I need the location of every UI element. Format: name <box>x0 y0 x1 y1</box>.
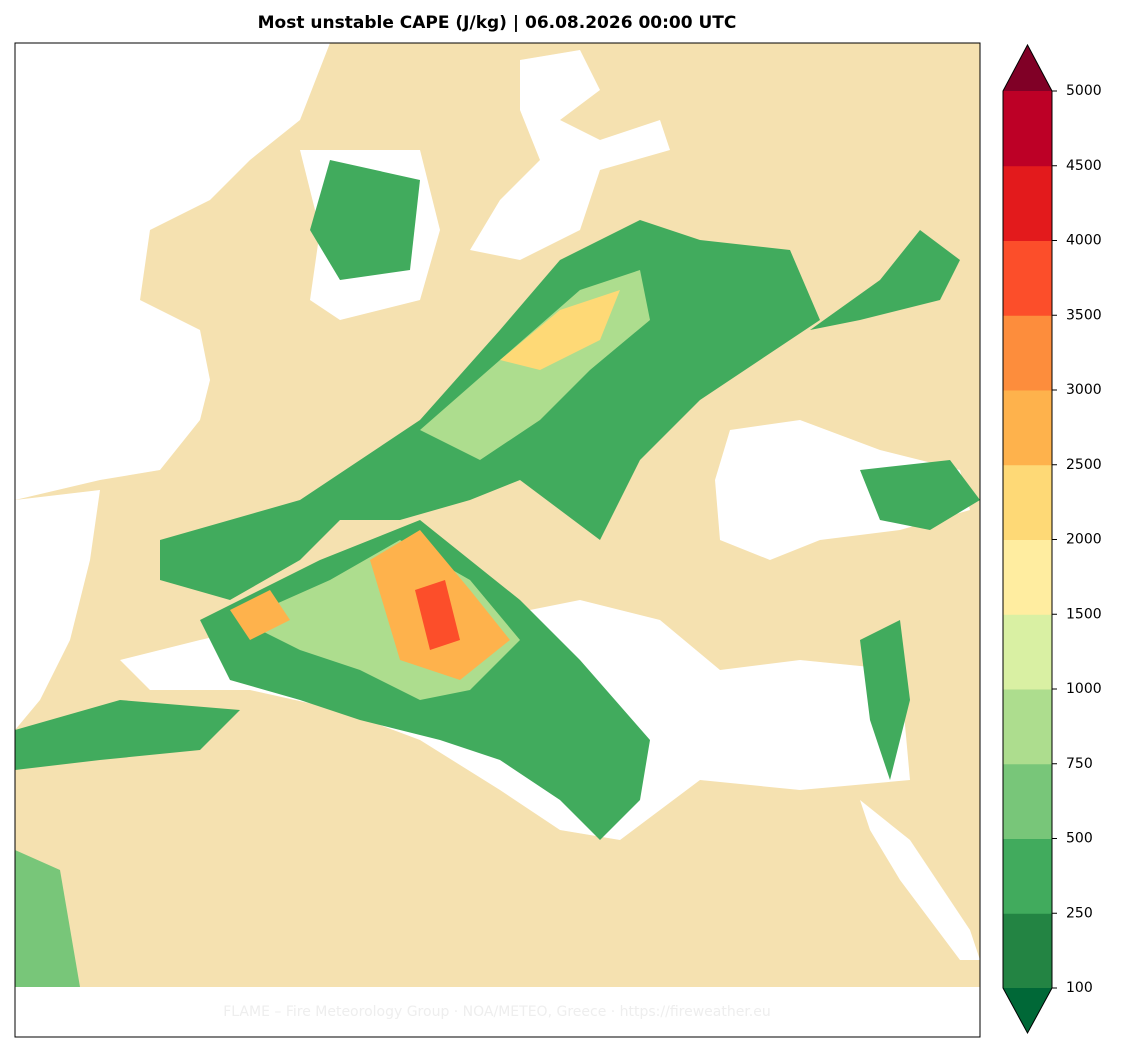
cape-field <box>415 580 460 650</box>
cape-field <box>310 160 420 280</box>
map-frame <box>14 42 981 1038</box>
colorbar-extend-min <box>1003 988 1052 1033</box>
colorbar-tick-label: 5000 <box>1066 83 1102 99</box>
colorbar-tick-label: 3500 <box>1066 307 1102 323</box>
colorbar-extend-max <box>1003 45 1052 91</box>
cape-field <box>15 700 240 770</box>
cape-field <box>810 230 960 330</box>
colorbar-tick-label: 100 <box>1066 980 1093 996</box>
colorbar-band <box>1003 240 1052 316</box>
colorbar-tick-label: 500 <box>1066 831 1093 847</box>
colorbar-tick-label: 3000 <box>1066 382 1102 398</box>
colorbar-band <box>1003 614 1052 690</box>
baltic <box>470 50 670 260</box>
colorbar-band <box>1003 689 1052 765</box>
colorbar-band <box>1003 539 1052 615</box>
colorbar-band <box>1003 464 1052 540</box>
cape-field <box>230 590 290 640</box>
footer-credit: FLAME – Fire Meteorology Group · NOA/MET… <box>223 1004 771 1020</box>
colorbar-tick-label: 4500 <box>1066 158 1102 174</box>
map-title: Most unstable CAPE (J/kg) | 06.08.2026 0… <box>258 13 737 33</box>
colorbar: 100 250 500 750 1000 1500 2000 2500 3000 3500 4000… <box>1002 43 1102 1035</box>
atlantic <box>15 43 330 500</box>
colorbar-tick-label: 250 <box>1066 905 1093 921</box>
colorbar-tick-label: 750 <box>1066 756 1093 772</box>
colorbar-tick-label: 1500 <box>1066 606 1102 622</box>
colorbar-tick-label: 1000 <box>1066 681 1102 697</box>
cape-field <box>500 290 620 370</box>
cape-field <box>860 620 910 780</box>
cape-field <box>860 460 980 530</box>
colorbar-band <box>1003 91 1052 167</box>
colorbar-band <box>1003 165 1052 241</box>
colorbar-band <box>1003 913 1052 989</box>
atlantic-south <box>15 490 100 730</box>
map <box>15 43 980 987</box>
red-sea <box>860 800 980 960</box>
colorbar-tick-label: 2500 <box>1066 457 1102 473</box>
colorbar-tick-label: 4000 <box>1066 233 1102 249</box>
cape-field <box>15 850 80 987</box>
colorbar-band <box>1003 315 1052 391</box>
colorbar-band <box>1003 390 1052 466</box>
colorbar-band <box>1003 763 1052 839</box>
colorbar-band <box>1003 838 1052 914</box>
colorbar-tick-label: 2000 <box>1066 532 1102 548</box>
